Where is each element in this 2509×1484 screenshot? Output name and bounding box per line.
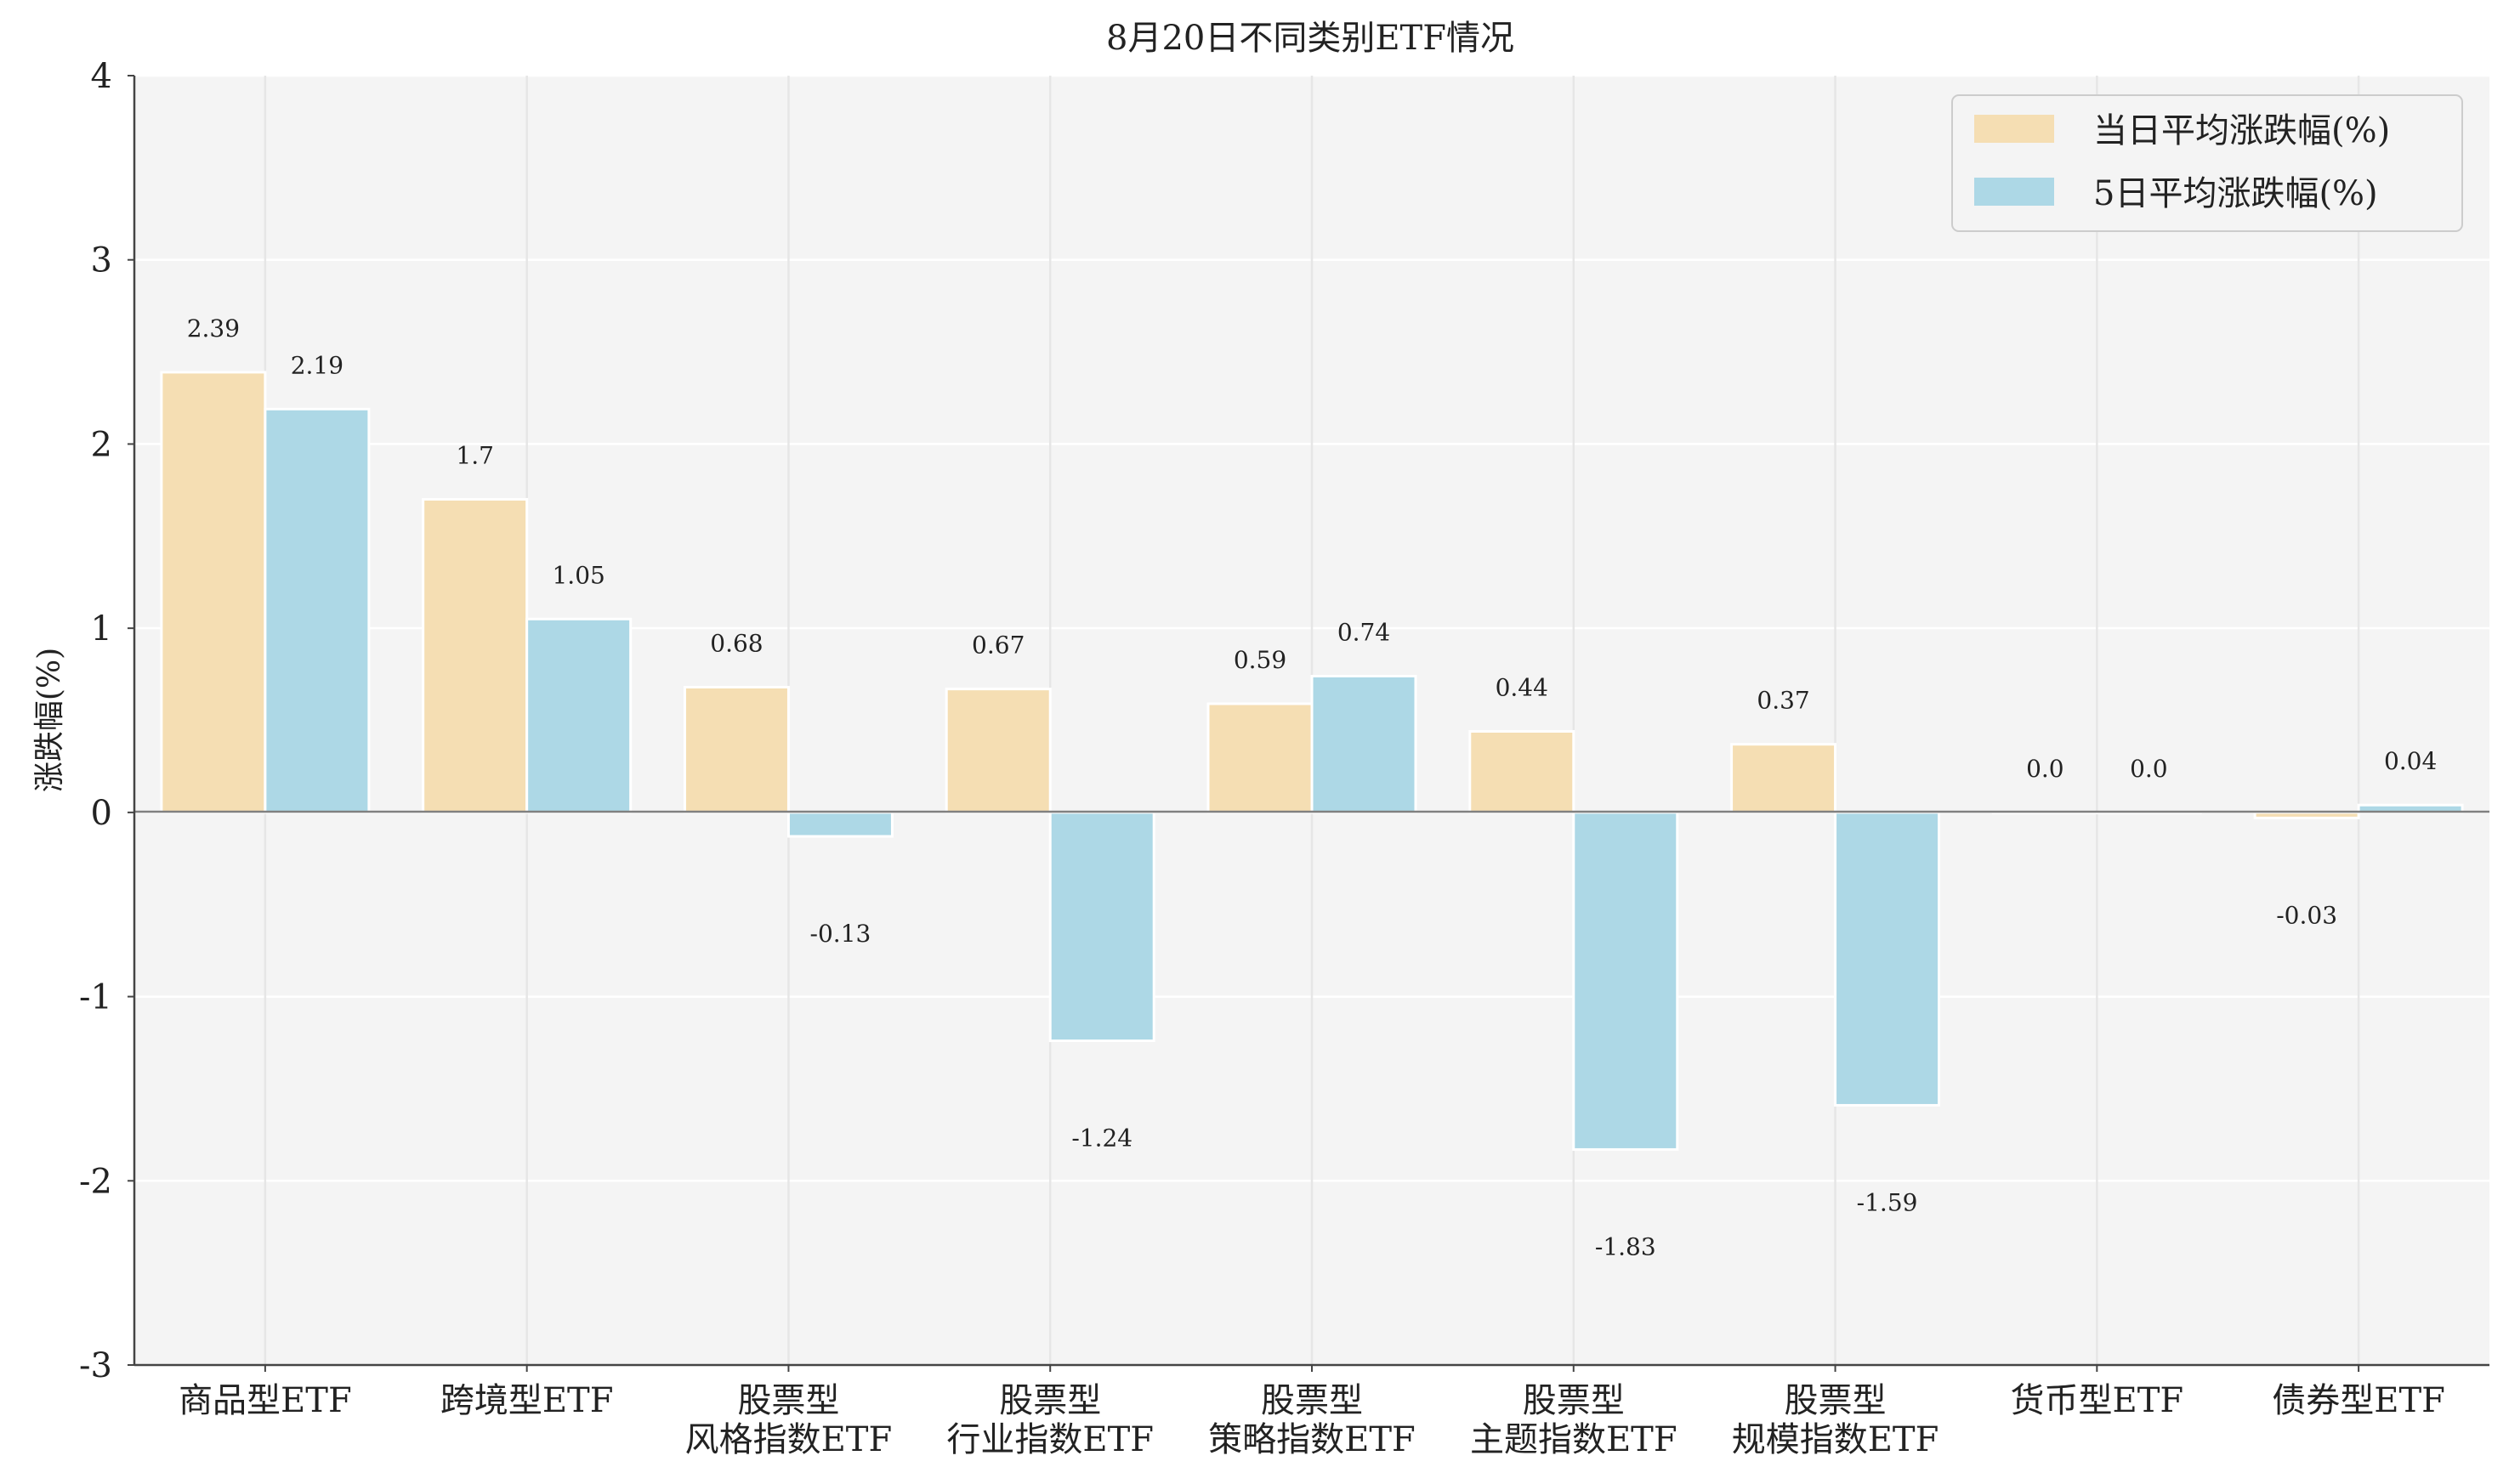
- bars: [160, 371, 2464, 1151]
- bar-5day: [264, 407, 371, 814]
- value-label: -1.59: [1857, 1188, 1918, 1216]
- y-axis-label: 涨跌幅(%): [32, 648, 67, 792]
- value-label: 0.74: [1337, 618, 1390, 646]
- value-label: 0.37: [1757, 687, 1809, 715]
- x-tick-label: 股票型规模指数ETF: [1732, 1381, 1939, 1459]
- bar-daily: [683, 685, 790, 814]
- x-tick-label: 股票型风格指数ETF: [685, 1381, 893, 1459]
- value-label: 1.7: [456, 441, 494, 469]
- chart-title: 8月20日不同类别ETF情况: [1106, 19, 1514, 58]
- value-label: 0.68: [710, 629, 763, 657]
- y-tick-label: -3: [79, 1346, 112, 1385]
- value-label: -0.03: [2276, 901, 2337, 929]
- legend-swatch-5day: [1974, 178, 2054, 206]
- legend-label-daily: 当日平均涨跌幅(%): [2093, 111, 2390, 150]
- value-labels: 2.39 1.7 0.68 0.67 0.59 0.44 0.37 0.0 -0.03 2.19 1…: [187, 314, 2438, 1261]
- value-label: 0.59: [1234, 646, 1286, 674]
- bar-daily: [422, 497, 529, 814]
- x-tick-label: 股票型主题指数ETF: [1470, 1381, 1677, 1459]
- value-label: -1.83: [1595, 1232, 1656, 1260]
- y-tick-label: 4: [91, 57, 112, 96]
- bar-5day: [786, 811, 894, 838]
- y-tick-label: 3: [91, 241, 112, 280]
- legend-box: [1951, 94, 2463, 232]
- value-label: -0.13: [810, 920, 871, 948]
- bar-5day: [1310, 674, 1417, 814]
- x-tick-label: 货币型ETF: [2011, 1381, 2184, 1420]
- value-label: 2.19: [291, 351, 343, 379]
- value-label: 0.67: [972, 632, 1025, 660]
- bar-5day: [1048, 811, 1155, 1043]
- value-label: -1.24: [1071, 1124, 1132, 1153]
- legend-swatch-daily: [1974, 115, 2054, 143]
- bar-5day: [525, 617, 633, 814]
- x-tick-label: 股票型行业指数ETF: [946, 1381, 1154, 1459]
- value-label: 1.05: [552, 561, 605, 589]
- y-tick-label: -1: [79, 978, 112, 1017]
- y-axis-ticks: 4 3 2 1 0 -1 -2 -3: [79, 57, 134, 1385]
- value-label: 2.39: [187, 314, 240, 343]
- legend: 当日平均涨跌幅(%) 5日平均涨跌幅(%): [1951, 94, 2463, 232]
- bar-daily: [160, 371, 267, 814]
- x-tick-label: 债券型ETF: [2272, 1381, 2445, 1420]
- bar-daily: [1730, 743, 1837, 814]
- bar-5day: [1572, 811, 1679, 1151]
- x-tick-label: 股票型策略指数ETF: [1208, 1381, 1416, 1459]
- y-tick-label: 2: [91, 425, 112, 464]
- y-tick-label: 0: [91, 794, 112, 833]
- y-tick-label: 1: [91, 609, 112, 649]
- value-label: 0.04: [2384, 747, 2437, 775]
- x-axis-ticks: 商品型ETF 跨境型ETF 股票型风格指数ETF 股票型行业指数ETF 股票型策略指数E…: [179, 1365, 2445, 1459]
- bar-daily: [945, 688, 1052, 814]
- bar-daily: [1468, 730, 1575, 814]
- x-tick-label: 商品型ETF: [179, 1381, 352, 1420]
- bar-daily: [2253, 811, 2360, 819]
- y-tick-label: -2: [79, 1162, 112, 1201]
- x-tick-label: 跨境型ETF: [440, 1381, 614, 1420]
- value-label: 0.44: [1496, 674, 1548, 702]
- bar-daily: [1206, 702, 1314, 814]
- value-label: 0.0: [2130, 755, 2168, 783]
- bar-5day: [1834, 811, 1941, 1107]
- value-label: 0.0: [2026, 755, 2064, 783]
- legend-label-5day: 5日平均涨跌幅(%): [2093, 174, 2378, 213]
